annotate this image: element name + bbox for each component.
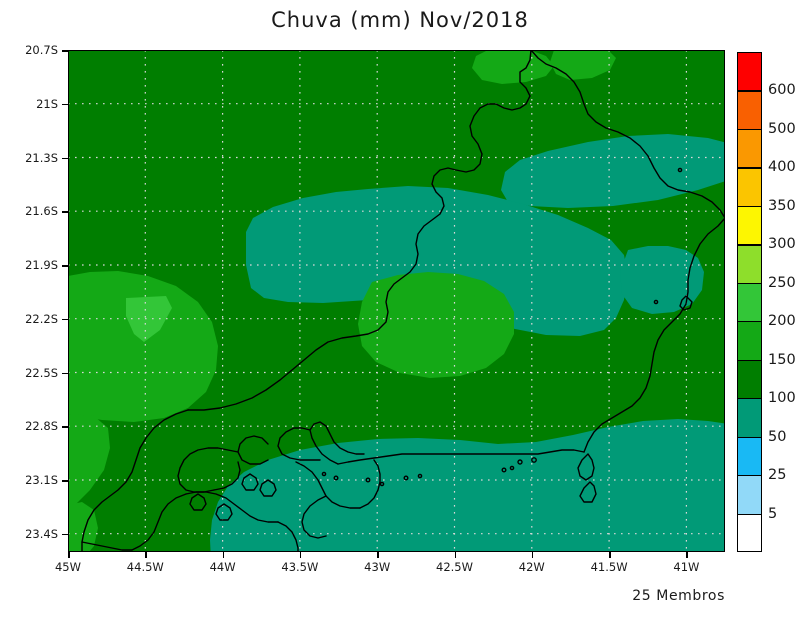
colorbar-band-25-50 (737, 436, 762, 476)
colorbar: 600 500 400 350 300 250 200 150 100 50 2… (737, 52, 796, 552)
colorbar-label-5: 5 (768, 505, 778, 522)
y-axis-label-8: 23.1S (25, 473, 58, 487)
colorbar-sep-25 (737, 475, 762, 477)
contour-southwest-peak (126, 296, 172, 342)
colorbar-sep-5 (737, 513, 762, 515)
colorbar-sep-400 (737, 167, 762, 169)
x-axis-label-5: 42.5W (436, 560, 473, 574)
x-axis-label-3: 43.5W (281, 560, 319, 574)
colorbar-sep-600 (737, 90, 762, 92)
x-tick-4 (377, 552, 379, 558)
colorbar-label-250: 250 (768, 274, 796, 291)
coastline-and-borders (81, 50, 725, 552)
y-axis-label-2: 21.3S (25, 150, 58, 165)
colorbar-sep-50 (737, 436, 762, 438)
y-tick-2 (62, 157, 68, 159)
colorbar-sep-300 (737, 244, 762, 246)
colorbar-band-500-600 (737, 90, 762, 129)
colorbar-sep-100 (737, 398, 762, 400)
colorbar-sep-250 (737, 282, 762, 285)
contour-southwest-highland-tail (68, 414, 110, 512)
contour-north-patch-west (472, 50, 554, 84)
colorbar-band-400-500 (737, 128, 762, 168)
y-axis-label-6: 22.5S (25, 365, 58, 380)
x-tick-1 (145, 552, 147, 558)
y-tick-1 (62, 103, 68, 106)
colorbar-band-200-250 (737, 282, 762, 322)
colorbar-band-50-100 (737, 398, 762, 437)
contour-central-teal-east-lobe (620, 246, 704, 314)
ensemble-caption: 25 Membros (632, 588, 725, 604)
colorbar-band-300-350 (737, 205, 762, 245)
contour-north-patch-east (550, 50, 616, 80)
y-tick-7 (62, 426, 68, 428)
colorbar-label-600: 600 (768, 82, 796, 99)
x-tick-5 (454, 552, 456, 558)
colorbar-band-100-150 (737, 359, 762, 399)
colorbar-band-350-400 (737, 167, 762, 206)
colorbar-label-150: 150 (768, 351, 796, 368)
x-axis-label-8: 41W (673, 560, 700, 574)
y-tick-0 (62, 50, 68, 52)
contour-central-blob (358, 272, 514, 378)
y-axis-label-7: 22.8S (25, 419, 58, 434)
colorbar-band-250-300 (737, 244, 762, 283)
colorbar-label-25: 25 (768, 467, 787, 484)
y-axis-label-4: 21.9S (25, 258, 58, 272)
colorbar-sep-500 (737, 128, 762, 131)
y-axis-label-3: 21.6S (25, 204, 58, 219)
y-tick-8 (62, 480, 68, 482)
map-plot-area (68, 50, 725, 552)
y-axis-label-5: 22.2S (25, 311, 58, 326)
contour-north-teal-patch (501, 134, 725, 208)
x-tick-6 (531, 552, 534, 558)
colorbar-band-150-200 (737, 321, 762, 360)
colorbar-label-100: 100 (768, 390, 796, 407)
contour-central-teal-band-west (246, 189, 368, 303)
colorbar-label-50: 50 (768, 428, 787, 445)
page-title: Chuva (mm) Nov/2018 (271, 8, 529, 32)
x-axis-label-7: 41.5W (590, 560, 628, 574)
colorbar-sep-350 (737, 205, 762, 208)
y-axis-label-1: 21S (36, 96, 58, 111)
x-axis-label-0: 45W (54, 560, 82, 574)
x-axis-label-4: 43W (364, 560, 391, 574)
y-tick-3 (62, 211, 68, 213)
x-tick-0 (68, 552, 70, 558)
x-tick-3 (299, 552, 302, 558)
x-axis-label-1: 44.5W (126, 560, 164, 574)
x-tick-8 (686, 552, 688, 558)
y-axis-label-0: 20.7S (25, 43, 58, 57)
colorbar-label-200: 200 (768, 313, 796, 330)
y-tick-5 (62, 318, 68, 321)
colorbar-sep-150 (737, 359, 762, 361)
x-axis-label-6: 42W (518, 560, 545, 574)
y-tick-4 (62, 265, 68, 267)
colorbar-band-0-5 (737, 513, 762, 552)
x-axis-label-2: 44W (209, 560, 236, 574)
colorbar-band-5-25 (737, 475, 762, 514)
colorbar-sep-200 (737, 321, 762, 323)
y-tick-9 (62, 533, 68, 536)
y-tick-6 (62, 372, 68, 374)
contour-southwest-highland (68, 271, 218, 422)
colorbar-label-500: 500 (768, 120, 796, 137)
colorbar-label-350: 350 (768, 197, 796, 214)
contour-south-coastal-teal (218, 419, 725, 552)
colorbar-label-400: 400 (768, 159, 796, 176)
colorbar-label-300: 300 (768, 236, 796, 253)
colorbar-band-600-plus (737, 52, 762, 91)
grid-lines (68, 50, 725, 552)
precipitation-contour-map (68, 50, 725, 552)
x-tick-2 (222, 552, 225, 558)
x-tick-7 (609, 552, 611, 558)
y-axis-label-9: 23.4S (25, 526, 58, 541)
